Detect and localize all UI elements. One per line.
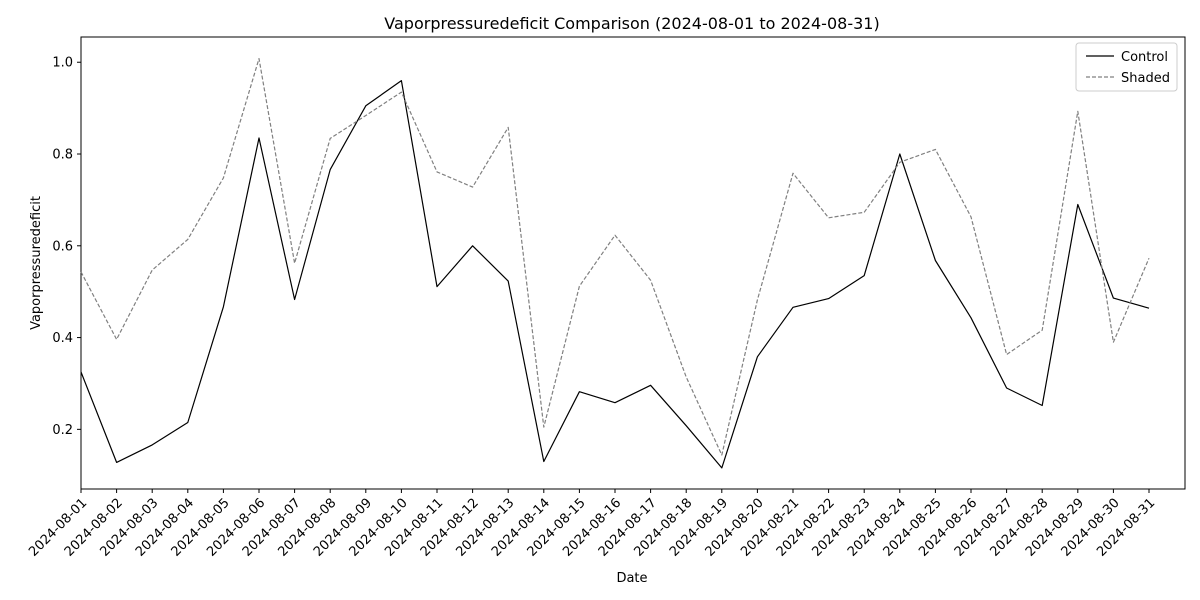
y-tick-label: 1.0 <box>52 56 73 71</box>
series-line-control <box>80 79 1150 469</box>
y-tick-label: 0.6 <box>52 239 73 254</box>
legend-label-control: Control <box>1121 50 1168 65</box>
series-line-shaded <box>80 57 1150 456</box>
legend-label-shaded: Shaded <box>1121 71 1170 86</box>
y-axis-label: Vaporpressuredeficit <box>29 196 44 330</box>
y-tick-label: 0.8 <box>52 148 73 163</box>
chart-title: Vaporpressuredeficit Comparison (2024-08… <box>384 14 879 33</box>
y-tick-label: 0.4 <box>52 331 73 346</box>
legend: Control Shaded <box>1075 42 1178 92</box>
axes: 0.20.40.60.81.02024-08-012024-08-022024-… <box>26 36 1186 560</box>
plot-frame <box>80 36 1186 490</box>
series-group <box>80 57 1150 469</box>
y-tick-label: 0.2 <box>52 423 73 438</box>
x-axis-label: Date <box>616 571 647 586</box>
legend-frame <box>1075 42 1178 92</box>
